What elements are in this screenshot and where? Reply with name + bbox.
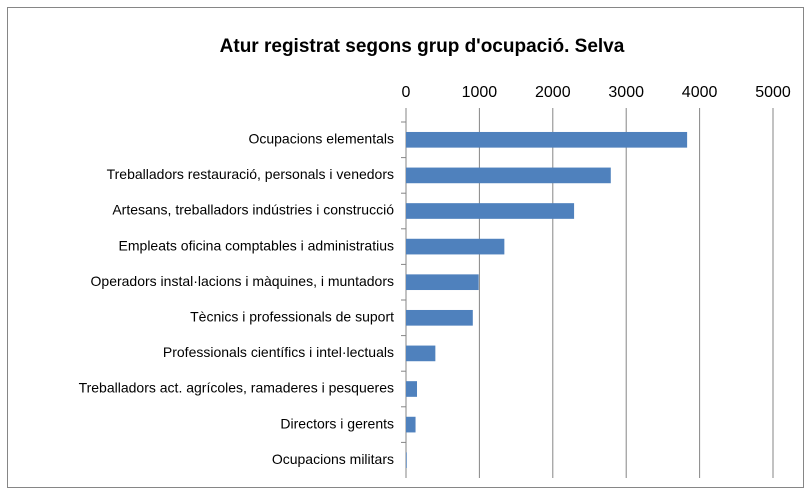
y-tick-label: Artesans, treballadors indústries i cons… xyxy=(112,202,394,218)
y-tick-label: Tècnics i professionals de suport xyxy=(190,309,394,325)
y-tick-label: Treballadors restauració, personals i ve… xyxy=(107,166,394,182)
chart-title: Atur registrat segons grup d'ocupació. S… xyxy=(220,36,625,57)
bar xyxy=(406,416,416,433)
y-tick-label: Professionals científics i intel·lectual… xyxy=(163,344,394,360)
x-tick-label: 5000 xyxy=(755,84,791,101)
bar xyxy=(406,381,418,397)
y-tick-label: Ocupacions elementals xyxy=(248,131,394,147)
y-tick-label: Empleats oficina comptables i administra… xyxy=(119,237,394,253)
bar xyxy=(406,167,611,184)
y-tick-label: Directors i gerents xyxy=(280,415,394,431)
y-tick-label: Treballadors act. agrícoles, ramaderes i… xyxy=(79,380,394,396)
bar xyxy=(406,274,479,291)
y-tick-label: Ocupacions militars xyxy=(272,451,394,467)
x-tick-label: 0 xyxy=(402,84,411,101)
x-tick-label: 1000 xyxy=(462,84,498,101)
bar xyxy=(406,452,407,469)
y-tick-label: Operadors instal·lacions i màquines, i m… xyxy=(91,273,394,289)
bar xyxy=(406,309,473,326)
bar xyxy=(406,203,575,219)
bar xyxy=(406,345,436,362)
x-tick-label: 4000 xyxy=(682,84,718,101)
bar xyxy=(406,131,688,148)
x-tick-label: 3000 xyxy=(608,84,644,101)
x-tick-label: 2000 xyxy=(535,84,571,101)
bar xyxy=(406,238,505,255)
